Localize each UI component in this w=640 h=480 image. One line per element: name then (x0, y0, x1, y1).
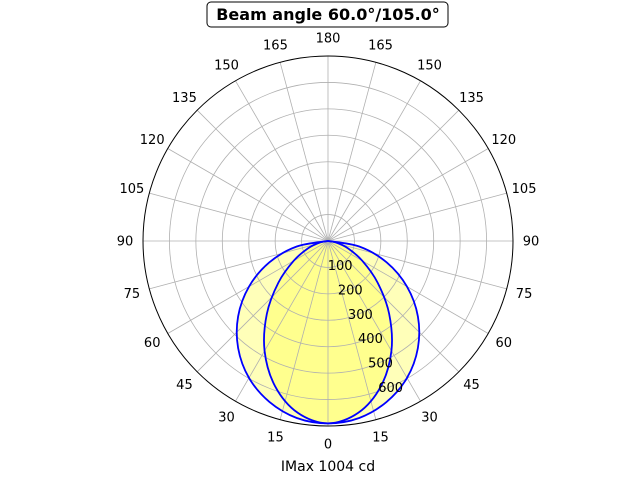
angle-tick-label: 60 (496, 336, 513, 351)
angle-tick-label: 180 (316, 32, 341, 47)
angle-tick-label: 165 (368, 38, 393, 53)
radial-tick-label: 300 (348, 308, 373, 323)
radial-tick-label: 200 (338, 283, 363, 298)
angle-tick-label: 150 (214, 59, 239, 74)
curve-layer (235, 240, 421, 425)
radial-tick-label: 500 (368, 357, 393, 372)
chart-title: Beam angle 60.0°/105.0° (216, 5, 440, 24)
angle-tick-label: 30 (421, 410, 438, 425)
angle-tick-label: 120 (140, 133, 165, 148)
title-frame (206, 1, 449, 28)
angle-tick-label: 165 (263, 38, 288, 53)
angular-grid-line (279, 62, 329, 242)
angular-grid-line (327, 62, 377, 242)
angle-tick-label: 135 (459, 91, 484, 106)
x-axis-label: IMax 1004 cd (281, 459, 375, 475)
chart-title-box: Beam angle 60.0°/105.0° (206, 1, 449, 28)
angle-tick-label: 15 (372, 431, 389, 446)
angular-grid-line (235, 240, 329, 402)
angle-tick-label: 90 (117, 235, 134, 250)
angle-tick-label: 45 (463, 378, 480, 393)
angle-tick-label: 75 (124, 287, 141, 302)
angle-tick-label: 105 (120, 182, 145, 197)
angle-tick-label: 150 (417, 59, 442, 74)
angle-tick-label: 60 (144, 336, 161, 351)
angle-tick-label: 45 (176, 378, 193, 393)
angle-tick-label: 90 (523, 235, 540, 250)
angular-grid-line (327, 192, 507, 242)
angle-tick-label: 0 (324, 438, 332, 453)
angle-tick-label: 120 (491, 133, 516, 148)
angular-grid-line (167, 148, 329, 242)
angle-tick-label: 135 (172, 91, 197, 106)
angular-grid-line (196, 109, 329, 242)
angular-grid-line (327, 240, 377, 420)
angle-tick-label: 75 (516, 287, 533, 302)
angle-tick-label: 15 (267, 431, 284, 446)
angular-grid-line (279, 240, 329, 420)
angular-grid-line (149, 192, 329, 242)
angle-tick-label: 105 (512, 182, 537, 197)
radial-tick-label: 400 (358, 332, 383, 347)
radial-tick-label: 100 (328, 259, 353, 274)
polar-frame (142, 55, 514, 427)
angular-grid-line (327, 80, 421, 242)
tick-layer: 0 15 30 45 60 75 90 105 120 135 150 165 180 165 150 135… (117, 32, 540, 453)
angular-grid-line (327, 240, 460, 373)
angular-grid-line (327, 109, 460, 242)
series-curve (263, 240, 393, 425)
angle-tick-label: 30 (218, 410, 235, 425)
radial-tick-label: 600 (378, 381, 403, 396)
angular-grid-line (196, 240, 329, 373)
angular-grid-line (327, 240, 507, 290)
angular-grid-line (327, 240, 421, 402)
angular-grid-line (149, 240, 329, 290)
grid-layer (142, 55, 514, 427)
angular-grid-line (327, 148, 489, 242)
angular-grid-line (235, 80, 329, 242)
